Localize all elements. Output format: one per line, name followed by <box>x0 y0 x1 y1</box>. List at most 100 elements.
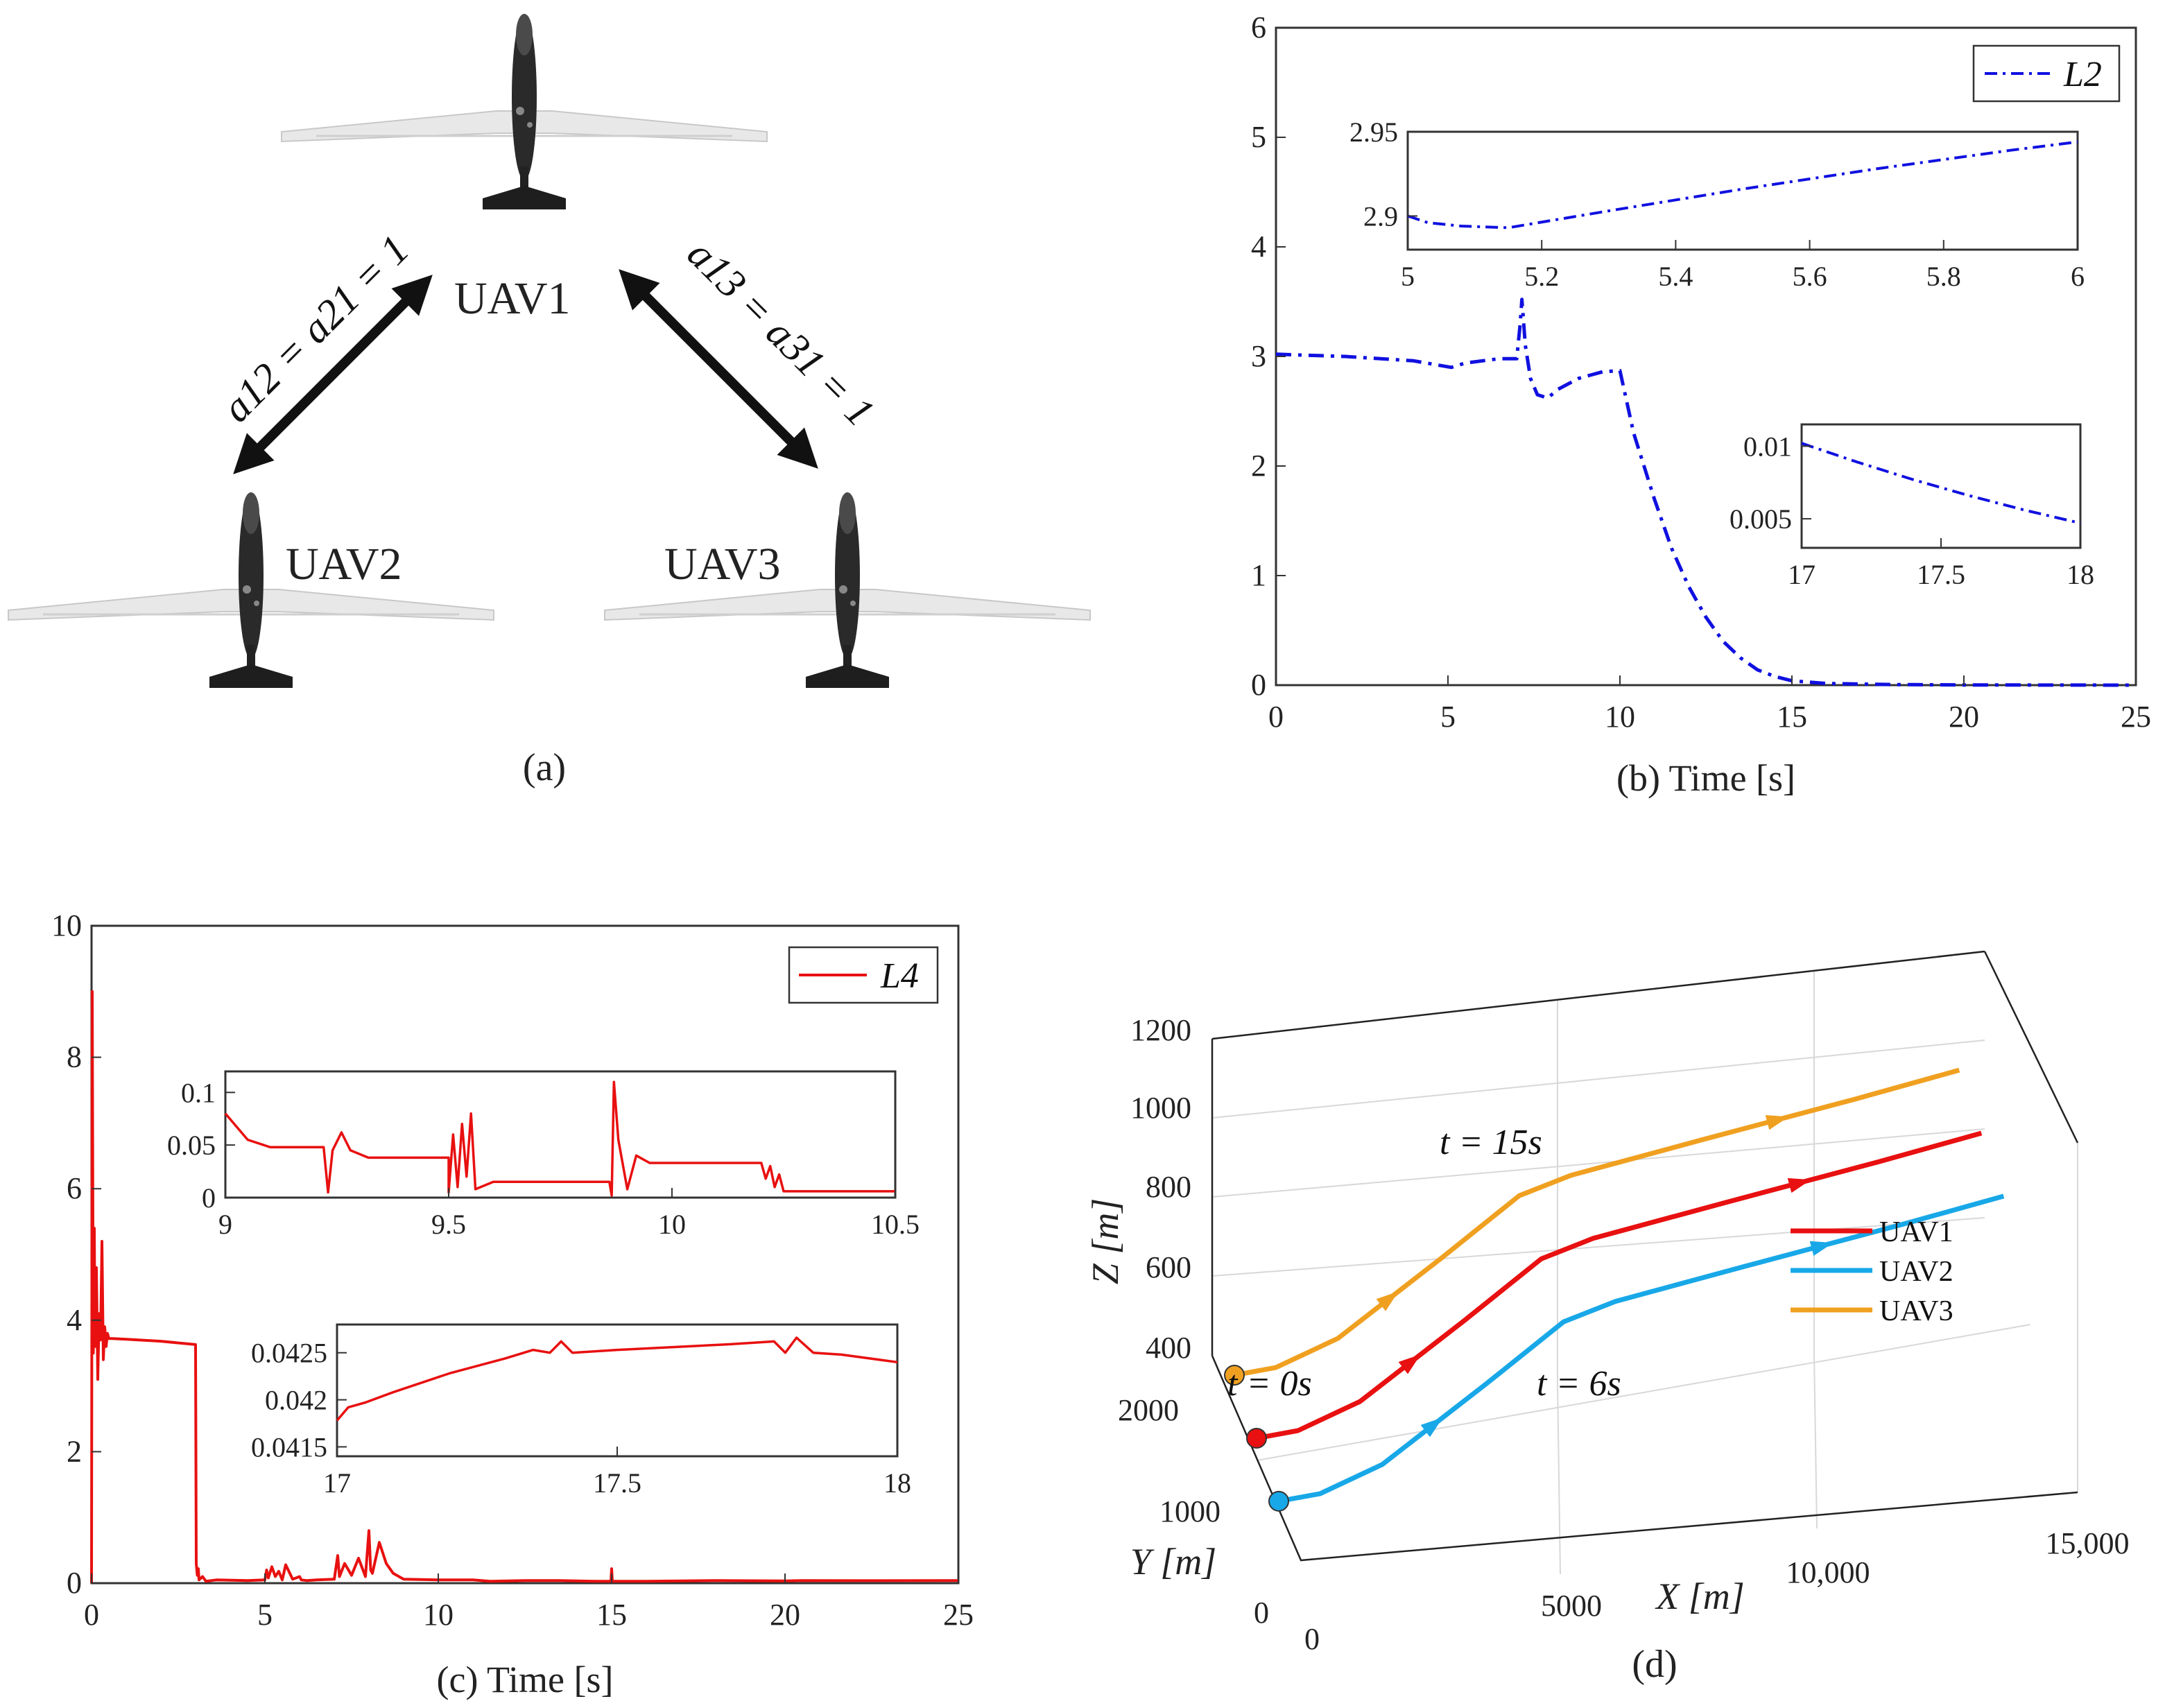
chart-b-inset-1-x-tick-label: 5.2 <box>1524 261 1559 292</box>
chart-d-grid-floor-y <box>1256 1324 2031 1461</box>
chart-c-legend: L4 <box>788 946 939 1004</box>
chart-c-y-tick-label: 0 <box>67 1566 82 1600</box>
chart-c-inset-2-x-tick-label: 17.5 <box>593 1467 641 1499</box>
chart-d-x-ticks: 0 5000 10,000 15,000 <box>1304 1526 2130 1656</box>
chart-b-y-tick-label: 2 <box>1251 449 1266 483</box>
edge-label-left: a12 = a21 = 1 <box>214 226 418 431</box>
chart-c-inset-1-line <box>224 1080 895 1197</box>
chart-c-inset-1-x-tick-label: 10 <box>658 1209 686 1240</box>
chart-b-x-tick-label: 10 <box>1605 700 1635 734</box>
uav3-image <box>603 491 1092 689</box>
chart-d-z-tick-1000: 1000 <box>1130 1091 1191 1125</box>
chart-d-direction-arrow-uav2 <box>1809 1241 1834 1257</box>
chart-c-legend-box <box>788 946 939 1004</box>
chart-c-x-ticks: 0 5 10 15 20 25 <box>84 1573 974 1632</box>
panel-d: 1200 1000 800 600 400 2000 1000 0 0 5000… <box>1085 950 2130 1686</box>
chart-b-plot-area <box>1275 26 2137 687</box>
chart-c-plot-area <box>90 924 960 1585</box>
chart-c-x-tick-label: 20 <box>770 1598 800 1632</box>
chart-b-inset-1-x-tick-label: 5.4 <box>1658 261 1693 292</box>
chart-d-top-back-edge <box>1211 950 1985 1040</box>
chart-b-legend-box <box>1972 44 2121 103</box>
chart-d-grid-right <box>1984 951 2078 1492</box>
chart-d-y-label: Y [m] <box>1130 1541 1217 1582</box>
chart-d-base-edges <box>1211 1355 2078 1562</box>
chart-b-inset-1-x-tick-label: 5 <box>1401 261 1415 292</box>
edge-label-right: a13 = a31 = 1 <box>679 231 883 435</box>
chart-c-y-ticks: 0 2 4 6 8 10 <box>51 908 101 1600</box>
chart-d-grid-back-600 <box>1211 1217 1985 1277</box>
chart-d-z-tick-600: 600 <box>1146 1250 1191 1284</box>
chart-b-inset-2-x-tick-label: 17.5 <box>1917 559 1965 590</box>
uav1-label: UAV1 <box>454 273 570 324</box>
chart-d-y-tick-1000: 1000 <box>1159 1494 1220 1528</box>
chart-d-annotation-t6: t = 6s <box>1537 1364 1621 1404</box>
chart-b-inset-2-x-tick-label: 18 <box>2067 559 2094 590</box>
chart-d-x-tick-10000: 10,000 <box>1786 1555 1870 1589</box>
chart-d-direction-arrow-uav2 <box>1420 1417 1443 1438</box>
chart-d-direction-arrow-uav3 <box>1376 1291 1399 1311</box>
chart-c-inset-2-x-tick-label: 17 <box>323 1467 351 1499</box>
chart-c-y-tick-label: 6 <box>67 1171 82 1205</box>
chart-c-inset-2-x-tick-label: 18 <box>883 1467 911 1499</box>
chart-c-inset-2-y-tick-label: 0.042 <box>265 1385 327 1416</box>
chart-b-inset-1: 5 5.2 5.4 5.6 5.8 6 2.9 2.95 <box>1349 117 2085 292</box>
chart-b-inset-2-x-tick-label: 17 <box>1788 559 1815 590</box>
chart-c-x-tick-label: 25 <box>943 1598 974 1632</box>
chart-d-x-label: X [m] <box>1655 1576 1745 1617</box>
chart-d-x-tick-15000: 15,000 <box>2046 1526 2130 1560</box>
uav3-label: UAV3 <box>664 539 780 589</box>
chart-d-box <box>1211 950 2079 1575</box>
chart-c-inset-2-area <box>336 1323 899 1458</box>
chart-b-legend: L2 <box>1972 44 2121 103</box>
chart-d-trajectory-uav2 <box>1278 1193 2005 1504</box>
chart-b-x-tick-label: 20 <box>1949 700 1979 734</box>
chart-d-trajectory-uav1 <box>1256 1130 1983 1441</box>
chart-d-x-tick-5000: 5000 <box>1541 1589 1602 1623</box>
panel-c: 0 5 10 15 20 25 0 2 4 6 8 10 (c) Time [s] L4 9 9.5 1… <box>51 908 974 1700</box>
panel-a: UAV1 UAV2 UAV3 a12 = a21 = 1 a13 = a31 =… <box>7 12 1092 789</box>
chart-c-series-group <box>90 990 959 1584</box>
chart-b-x-tick-label: 25 <box>2121 700 2151 734</box>
chart-b-line-l2 <box>1275 297 2137 687</box>
chart-d-caption: (d) <box>1632 1643 1677 1686</box>
chart-c-inset-2-y-tick-label: 0.0415 <box>251 1431 327 1463</box>
chart-b-legend-label: L2 <box>2063 55 2102 94</box>
chart-b-inset-1-y-tick-label: 2.9 <box>1363 200 1398 232</box>
chart-b-inset-1-x-tick-label: 5.6 <box>1793 261 1827 292</box>
chart-d-y-tick-2000: 2000 <box>1118 1393 1179 1427</box>
chart-b-x-ticks: 0 5 10 15 20 25 <box>1268 675 2151 734</box>
chart-d-grid-floor-2 <box>1813 1354 1818 1529</box>
chart-b-y-tick-label: 6 <box>1251 10 1266 44</box>
uav2-label: UAV2 <box>286 539 402 589</box>
chart-c-x-tick-label: 0 <box>84 1598 99 1632</box>
chart-d-trajectory-uav3 <box>1234 1067 1960 1378</box>
uav2-image <box>7 491 495 689</box>
chart-c-line-l4 <box>90 990 959 1584</box>
chart-c-x-label: (c) Time [s] <box>437 1659 614 1700</box>
chart-c-inset-1: 9 9.5 10 10.5 0 0.05 0.1 <box>167 1077 920 1240</box>
chart-b-y-ticks: 0 1 2 3 4 5 6 <box>1251 10 1286 702</box>
chart-c-inset-1-x-tick-label: 9.5 <box>431 1209 466 1240</box>
chart-c-legend-label: L4 <box>880 956 919 996</box>
chart-d-z-label: Z [m] <box>1085 1198 1126 1285</box>
chart-c-inset-1-y-tick-label: 0.05 <box>167 1130 216 1161</box>
chart-b-x-label: (b) Time [s] <box>1616 757 1795 799</box>
chart-c-y-tick-label: 4 <box>67 1303 82 1337</box>
chart-c-inset-1-area <box>224 1070 897 1199</box>
chart-d-x-tick-0: 0 <box>1304 1622 1320 1656</box>
chart-b-inset-2-y-tick-label: 0.01 <box>1743 431 1792 462</box>
chart-d-grid-back-1000 <box>1211 1040 1985 1119</box>
panel-a-caption: (a) <box>523 746 566 789</box>
chart-c-inset-1-y-tick-label: 0.1 <box>181 1077 216 1108</box>
chart-d-start-marker-uav1 <box>1246 1427 1267 1449</box>
chart-b-inset-1-y-tick-label: 2.95 <box>1349 117 1398 148</box>
edge-arrow-right <box>619 269 818 469</box>
chart-d-z-ticks: 1200 1000 800 600 400 <box>1130 1013 1191 1365</box>
chart-d-z-tick-1200: 1200 <box>1130 1013 1191 1047</box>
chart-b-inset-1-x-tick-label: 6 <box>2071 261 2085 292</box>
chart-c-y-tick-label: 8 <box>67 1040 82 1074</box>
chart-d-direction-arrow-uav1 <box>1787 1178 1811 1193</box>
